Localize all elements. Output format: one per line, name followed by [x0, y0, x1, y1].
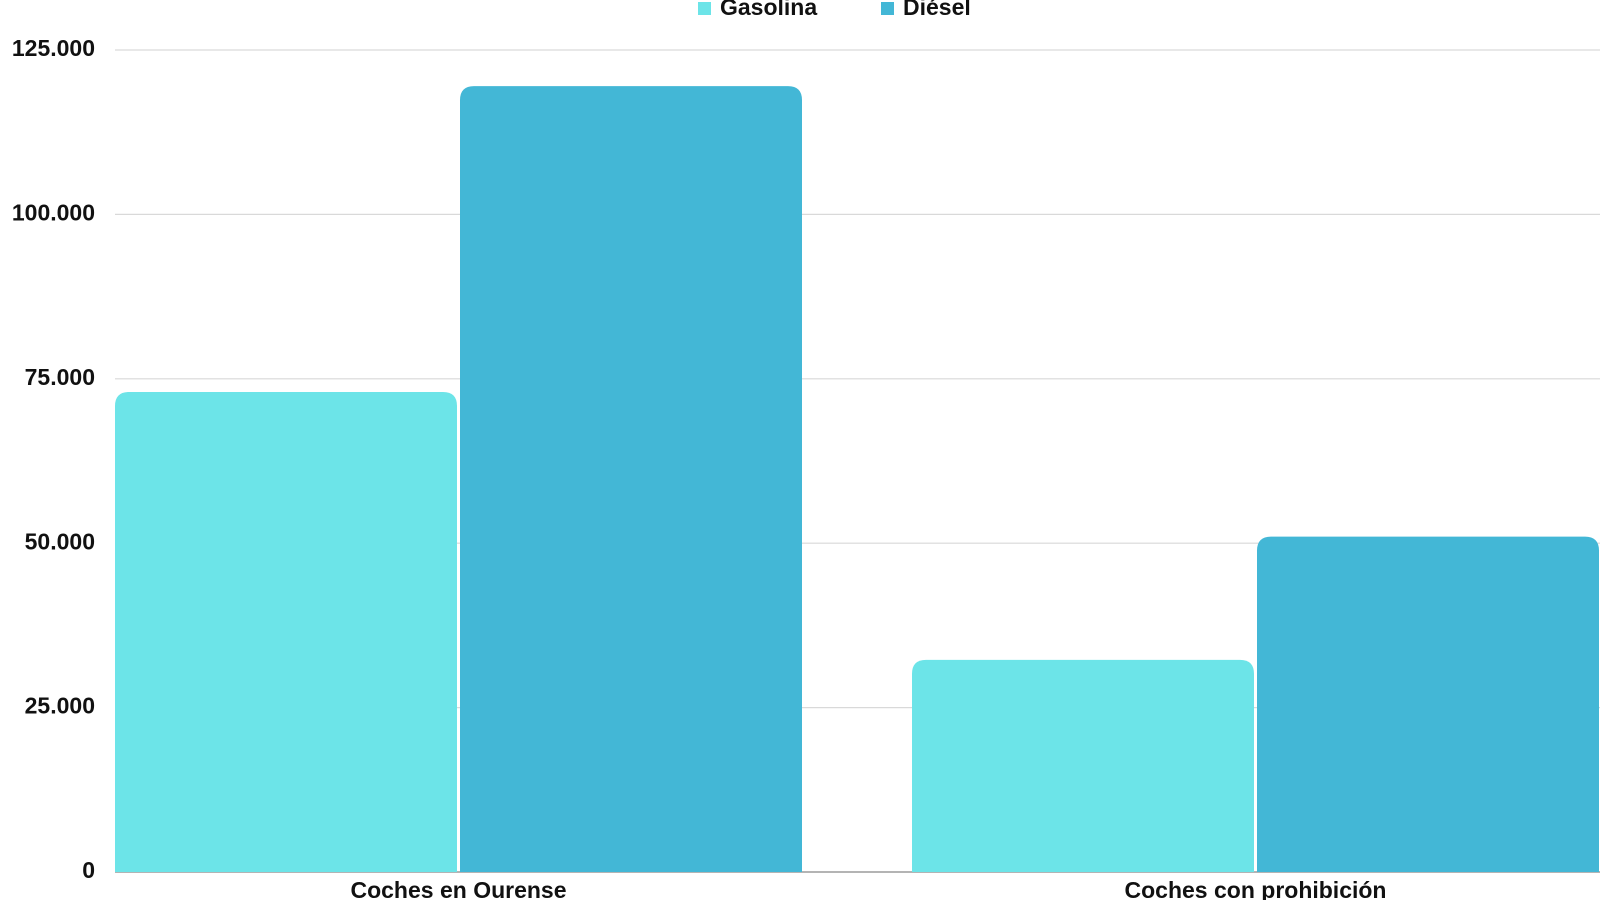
legend-label: Gasolina — [720, 0, 817, 20]
x-tick-label: Coches con prohibición — [1125, 877, 1387, 900]
x-tick-label: Coches en Ourense — [350, 877, 566, 900]
legend-swatch — [881, 2, 894, 15]
y-tick-label: 125.000 — [12, 35, 95, 61]
bar — [1257, 536, 1599, 872]
y-tick-label: 0 — [82, 857, 95, 883]
legend-label: Diésel — [903, 0, 971, 20]
legend-swatch — [698, 2, 711, 15]
bar — [460, 86, 802, 873]
y-tick-label: 50.000 — [25, 528, 95, 554]
bar — [115, 391, 457, 872]
y-tick-label: 25.000 — [25, 693, 95, 719]
y-tick-label: 100.000 — [12, 199, 95, 225]
bar — [912, 659, 1254, 872]
y-tick-label: 75.000 — [25, 364, 95, 390]
